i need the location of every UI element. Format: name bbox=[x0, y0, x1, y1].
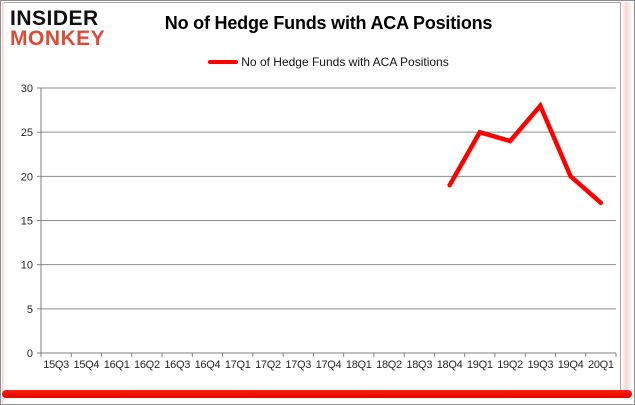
chart-title: No of Hedge Funds with ACA Positions bbox=[164, 13, 493, 33]
x-tick-label: 19Q4 bbox=[558, 359, 584, 371]
x-tick-label: 16Q2 bbox=[134, 359, 160, 371]
x-tick-label: 18Q1 bbox=[346, 359, 372, 371]
legend-series-label: No of Hedge Funds with ACA Positions bbox=[241, 55, 449, 69]
chart-svg: 0 5 10 15 20 25 30 15Q3 15Q4 16Q1 16Q2 16Q3 16Q4 17Q1… bbox=[21, 83, 617, 371]
logo-text-monkey: MONKEY bbox=[10, 26, 106, 50]
y-tick-label: 0 bbox=[27, 348, 33, 360]
right-pink-edge bbox=[621, 2, 633, 394]
x-tick-label: 19Q2 bbox=[497, 359, 523, 371]
x-tick-label: 16Q4 bbox=[195, 359, 221, 371]
x-tick-label: 17Q3 bbox=[285, 359, 311, 371]
x-tick-label: 19Q3 bbox=[527, 359, 553, 371]
x-tick-label: 19Q1 bbox=[467, 359, 493, 371]
legend: No of Hedge Funds with ACA Positions bbox=[41, 55, 616, 69]
y-tick-label: 25 bbox=[21, 127, 33, 139]
y-tick-label: 15 bbox=[21, 216, 33, 228]
x-tick-label: 17Q4 bbox=[316, 359, 342, 371]
bottom-red-bar bbox=[2, 390, 632, 398]
x-tick-label: 20Q1 bbox=[588, 359, 614, 371]
x-tick-label: 16Q3 bbox=[164, 359, 190, 371]
y-tick-label: 5 bbox=[27, 304, 33, 316]
x-tick-label: 18Q2 bbox=[376, 359, 402, 371]
y-tick-label: 30 bbox=[21, 83, 33, 95]
x-tick-label: 16Q1 bbox=[104, 359, 130, 371]
data-series-line bbox=[447, 101, 604, 206]
y-tick-label: 20 bbox=[21, 171, 33, 183]
y-tick-label: 10 bbox=[21, 260, 33, 272]
x-tick-label: 17Q1 bbox=[225, 359, 251, 371]
insider-monkey-logo: INSIDER MONKEY bbox=[10, 7, 106, 50]
x-tick-label: 15Q3 bbox=[43, 359, 69, 371]
left-pink-edge bbox=[2, 2, 4, 403]
x-tick-label: 18Q4 bbox=[437, 359, 463, 371]
logo-text-insider: INSIDER bbox=[10, 7, 99, 30]
x-tick-label: 17Q2 bbox=[255, 359, 281, 371]
x-tick-label: 18Q3 bbox=[406, 359, 432, 371]
chart-panel: INSIDER MONKEY No of Hedge Funds with AC… bbox=[3, 2, 621, 393]
legend-line-swatch bbox=[208, 60, 239, 64]
x-tick-label: 15Q4 bbox=[74, 359, 100, 371]
